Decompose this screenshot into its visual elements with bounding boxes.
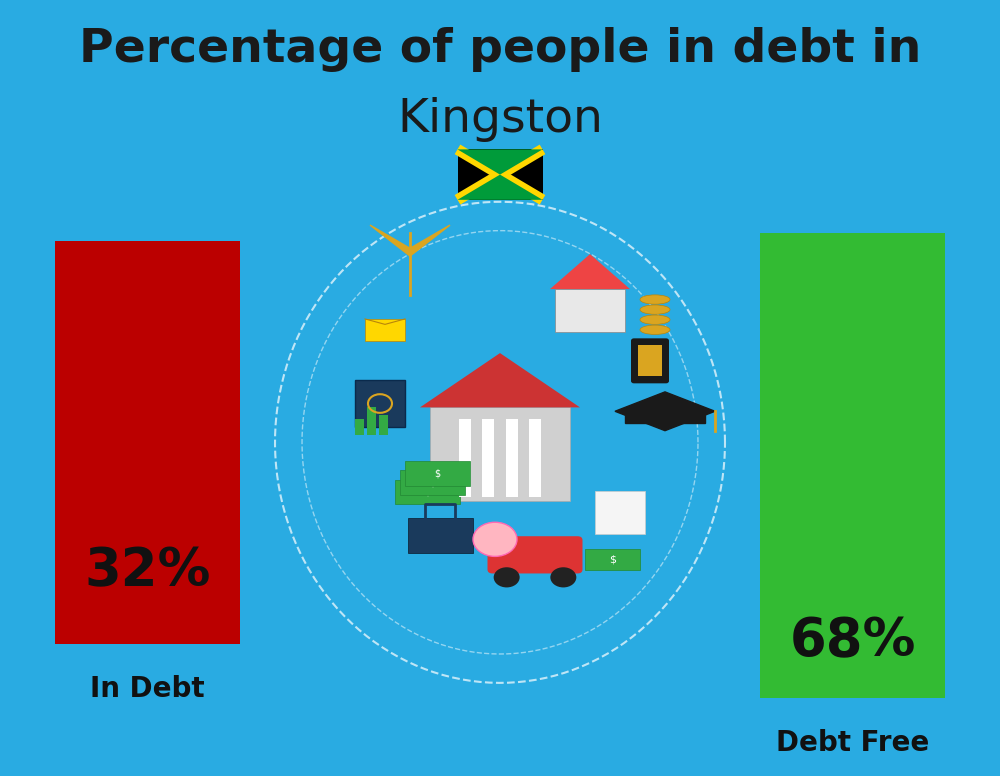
Text: In Debt: In Debt (90, 675, 205, 703)
FancyBboxPatch shape (430, 407, 570, 501)
Text: $: $ (434, 469, 440, 478)
FancyBboxPatch shape (458, 149, 542, 199)
FancyBboxPatch shape (488, 536, 582, 573)
Text: 68%: 68% (789, 615, 916, 667)
Polygon shape (458, 175, 542, 199)
FancyBboxPatch shape (631, 338, 669, 383)
Text: $: $ (424, 487, 430, 497)
Polygon shape (458, 149, 542, 175)
Polygon shape (625, 411, 705, 423)
FancyBboxPatch shape (405, 461, 470, 486)
FancyBboxPatch shape (55, 241, 240, 644)
Ellipse shape (640, 325, 670, 334)
Text: $: $ (609, 555, 616, 564)
Ellipse shape (640, 295, 670, 304)
Polygon shape (615, 392, 715, 431)
FancyBboxPatch shape (379, 415, 388, 435)
FancyBboxPatch shape (529, 419, 541, 497)
FancyBboxPatch shape (595, 491, 645, 534)
FancyBboxPatch shape (760, 233, 945, 698)
Polygon shape (420, 353, 580, 407)
FancyBboxPatch shape (638, 345, 662, 376)
FancyBboxPatch shape (408, 518, 473, 553)
Text: Debt Free: Debt Free (776, 729, 929, 757)
Polygon shape (550, 255, 630, 289)
Circle shape (550, 567, 576, 587)
Text: 32%: 32% (84, 546, 211, 598)
FancyBboxPatch shape (400, 470, 465, 495)
FancyBboxPatch shape (395, 480, 460, 504)
Ellipse shape (640, 315, 670, 324)
FancyBboxPatch shape (355, 419, 364, 435)
Polygon shape (370, 225, 410, 256)
FancyBboxPatch shape (506, 419, 518, 497)
FancyBboxPatch shape (355, 380, 405, 427)
Polygon shape (410, 225, 450, 256)
FancyBboxPatch shape (459, 419, 471, 497)
FancyBboxPatch shape (555, 289, 625, 332)
Circle shape (473, 522, 517, 556)
FancyBboxPatch shape (367, 407, 376, 435)
Text: Percentage of people in debt in: Percentage of people in debt in (79, 27, 921, 72)
Ellipse shape (640, 305, 670, 314)
Text: Kingston: Kingston (397, 97, 603, 142)
FancyBboxPatch shape (585, 549, 640, 570)
Circle shape (494, 567, 520, 587)
FancyBboxPatch shape (365, 319, 405, 341)
Text: $: $ (429, 478, 435, 487)
FancyBboxPatch shape (482, 419, 494, 497)
